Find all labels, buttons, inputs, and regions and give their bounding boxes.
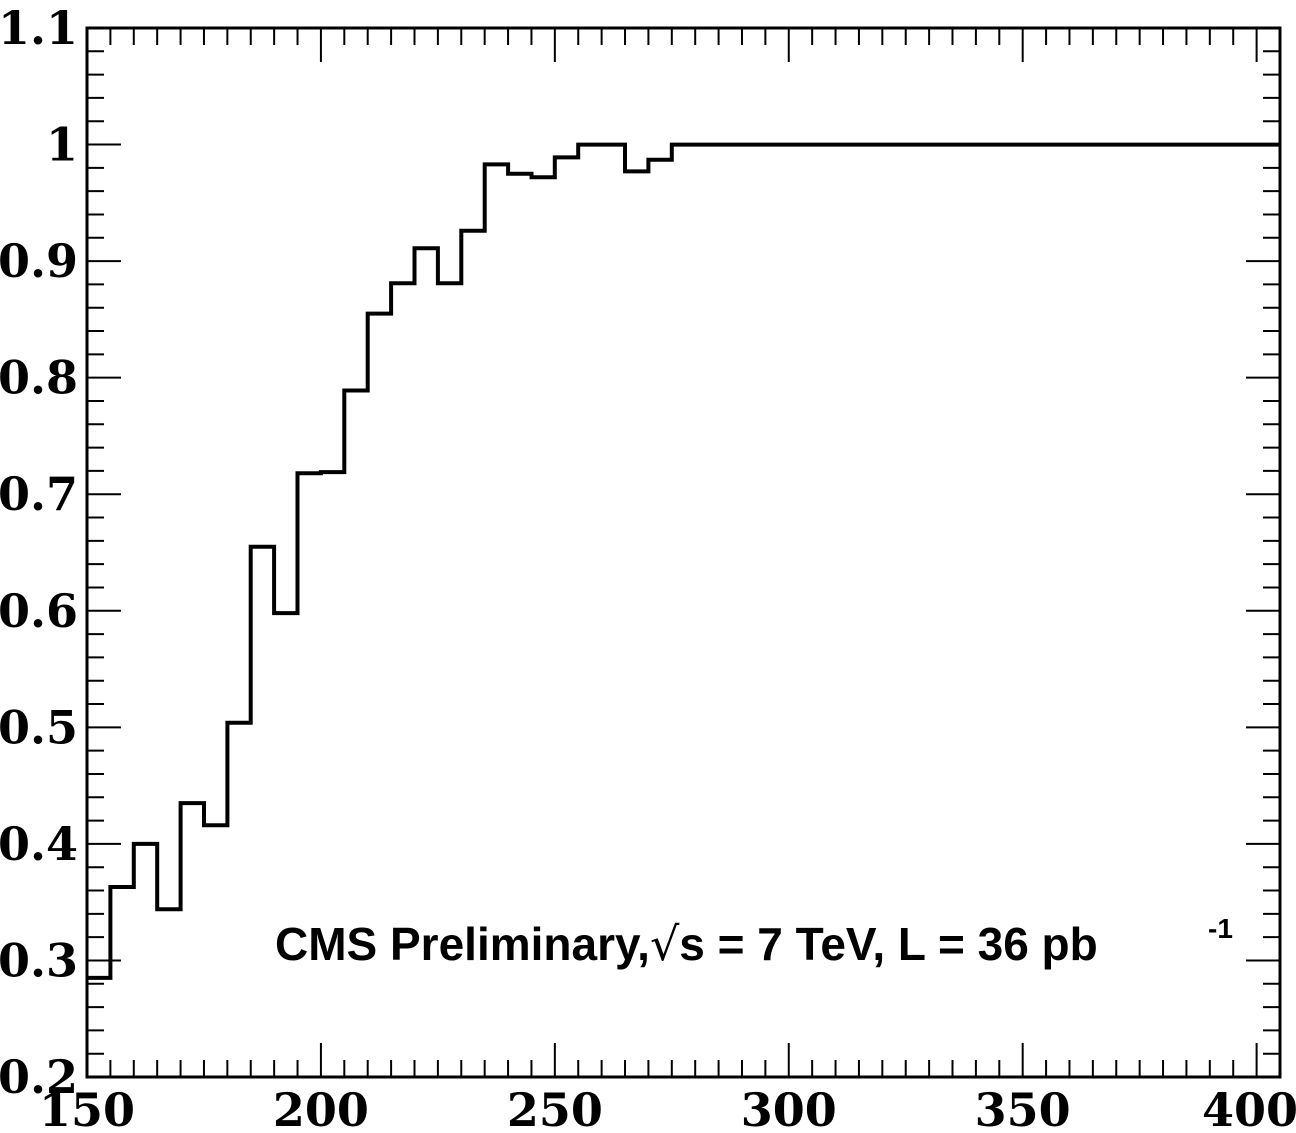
plot-frame: [85, 26, 1282, 1079]
y-tick-label: 0.9: [0, 234, 78, 288]
x-tick-label: 300: [741, 1083, 837, 1133]
y-tick-label: 0.8: [0, 351, 78, 405]
x-tick-label: 400: [1202, 1083, 1296, 1133]
y-tick-label: 0.5: [0, 700, 78, 754]
y-tick-label: 0.2: [0, 1050, 78, 1104]
sqrt-symbol: √: [650, 917, 680, 971]
y-tick-label: 0.7: [0, 467, 78, 521]
x-axis-tick-labels: 150 200 250 300 350 400: [39, 1083, 1296, 1133]
axis-ticks: [86, 27, 1281, 1078]
x-tick-label: 200: [273, 1083, 369, 1133]
efficiency-step-series: [87, 142, 1280, 980]
x-tick-label: 350: [975, 1083, 1071, 1133]
cms-annotation: CMS Preliminary,√s = 7 TeV, L = 36 pb: [275, 917, 1098, 971]
x-tick-label: 150: [39, 1083, 135, 1133]
annotation-body: s = 7 TeV, L = 36 pb: [679, 918, 1098, 970]
y-tick-label: 0.4: [0, 817, 78, 871]
y-tick-label: 0.3: [0, 933, 78, 987]
annotation-superscript: -1: [1208, 913, 1233, 944]
x-tick-label: 250: [507, 1083, 603, 1133]
y-tick-label: 1: [46, 118, 78, 172]
y-axis-tick-labels: 0.2 0.3 0.4 0.5 0.6 0.7 0.8 0.9 1 1.1: [0, 1, 78, 1104]
y-tick-label: 0.6: [0, 584, 78, 638]
y-tick-label: 1.1: [0, 1, 78, 55]
annotation-prefix: CMS Preliminary,: [275, 918, 650, 970]
